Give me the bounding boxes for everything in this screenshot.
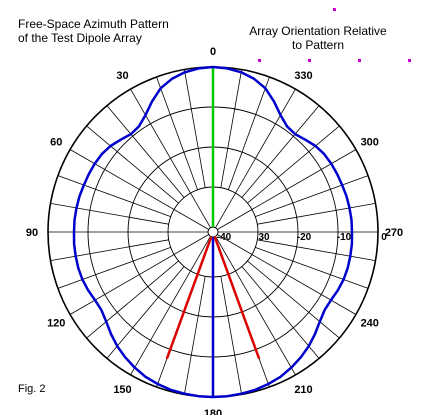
legend-marker	[408, 59, 411, 62]
spoke-line	[183, 69, 206, 188]
spoke-line	[86, 260, 179, 339]
angle-tick-label: 270	[385, 227, 403, 239]
figure-label: Fig. 2	[18, 383, 46, 395]
radial-tick-label: -10	[337, 232, 352, 243]
spoke-line	[106, 266, 185, 359]
spoke-line	[50, 202, 169, 225]
reference-lines	[165, 67, 261, 397]
spoke-line	[106, 105, 185, 198]
angle-tick-label: 90	[26, 227, 38, 239]
pattern-series	[72, 65, 354, 399]
spoke-line	[57, 175, 171, 217]
radial-tick-label: -20	[297, 232, 312, 243]
angle-tick-label: 330	[294, 70, 312, 82]
legend-line-2: to Pattern	[291, 38, 345, 52]
angle-tick-label: 210	[294, 384, 312, 396]
legend: Array Orientation Relative to Pattern	[238, 24, 398, 52]
spoke-line	[255, 247, 369, 289]
spoke-line	[57, 247, 171, 289]
spoke-line	[257, 239, 376, 262]
legend-marker	[333, 8, 336, 11]
reference-line	[213, 236, 261, 360]
angle-tick-label: 30	[116, 70, 128, 82]
spoke-line	[247, 260, 340, 339]
spoke-line	[241, 266, 320, 359]
spoke-line	[255, 175, 369, 217]
angle-tick-label: 60	[50, 137, 62, 149]
angle-tick-label: 150	[113, 384, 131, 396]
spoke-line	[156, 76, 198, 190]
axis-labels: 0 30 60 90 120 150 180 210 240 270 300 330 -40 30 -20 -…	[26, 46, 403, 415]
spoke-line	[241, 105, 320, 198]
spoke-line	[228, 76, 270, 190]
spoke-line	[86, 125, 179, 204]
chart-title: Free-Space Azimuth Pattern of the Test D…	[18, 17, 169, 45]
angle-tick-label: 240	[361, 318, 379, 330]
spoke-line	[50, 239, 169, 262]
radial-tick-label: -40	[217, 232, 232, 243]
radial-tick-label: 0	[381, 232, 387, 243]
angle-tick-label: 300	[361, 137, 379, 149]
spoke-line	[257, 202, 376, 225]
spoke-line	[183, 276, 206, 395]
reference-line	[165, 236, 213, 360]
legend-marker	[358, 59, 361, 62]
angle-tick-label: 120	[47, 318, 65, 330]
legend-marker	[258, 59, 261, 62]
legend-marker	[308, 59, 311, 62]
spoke-line	[220, 276, 243, 395]
spoke-line	[247, 125, 340, 204]
angle-tick-label: 0	[210, 46, 216, 58]
radial-tick-label: 30	[258, 232, 270, 243]
angle-tick-label: 180	[204, 408, 222, 415]
pattern-curve	[72, 65, 354, 399]
title-line-1: Free-Space Azimuth Pattern	[18, 17, 169, 31]
title-line-2: of the Test Dipole Array	[18, 31, 142, 45]
spoke-line	[220, 69, 243, 188]
legend-line-1: Array Orientation Relative	[249, 24, 387, 38]
